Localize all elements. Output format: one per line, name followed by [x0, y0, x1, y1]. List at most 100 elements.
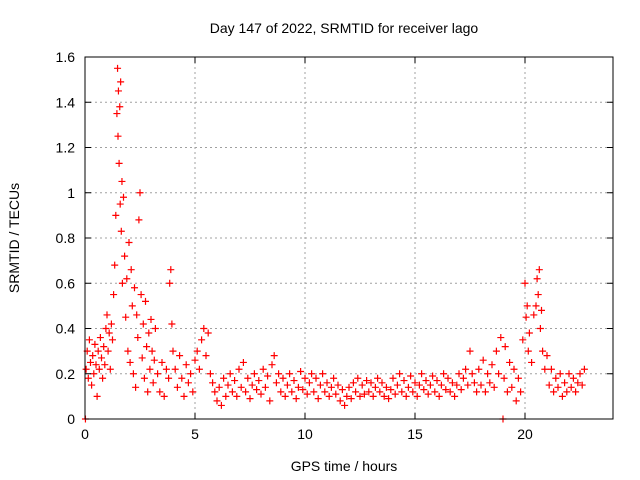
data-point [158, 358, 166, 366]
data-point [106, 365, 114, 373]
data-point [402, 392, 410, 400]
data-point [169, 347, 177, 355]
data-point [453, 381, 461, 389]
data-point [113, 110, 121, 118]
data-point [294, 383, 302, 391]
data-point [99, 374, 107, 382]
data-point [567, 383, 575, 391]
data-point [244, 374, 252, 382]
data-point [312, 374, 320, 382]
data-point [424, 390, 432, 398]
data-point [550, 388, 558, 396]
data-point [191, 356, 199, 364]
data-point [475, 365, 483, 373]
data-point [470, 379, 478, 387]
data-point [209, 379, 217, 387]
data-point [222, 392, 230, 400]
data-point [528, 358, 536, 366]
data-point [92, 361, 100, 369]
data-point [506, 358, 514, 366]
data-point [178, 374, 186, 382]
data-point [187, 370, 195, 378]
data-point [189, 388, 197, 396]
data-point [535, 266, 543, 274]
data-point [327, 383, 335, 391]
data-point [468, 370, 476, 378]
data-point [165, 374, 173, 382]
data-point [112, 211, 120, 219]
data-point [257, 390, 265, 398]
data-point [182, 361, 190, 369]
data-point [299, 386, 307, 394]
data-point [226, 370, 234, 378]
data-point [114, 64, 122, 72]
data-point [104, 347, 112, 355]
data-point [115, 159, 123, 167]
data-point [272, 379, 280, 387]
data-point [94, 347, 102, 355]
data-point [213, 397, 221, 405]
data-point [138, 354, 146, 362]
data-point [220, 374, 228, 382]
data-point [569, 374, 577, 382]
data-point [224, 381, 232, 389]
data-point [305, 379, 313, 387]
data-point [418, 370, 426, 378]
data-point [565, 370, 573, 378]
data-point [451, 392, 459, 400]
data-point [533, 275, 541, 283]
data-point [360, 390, 368, 398]
data-point [286, 370, 294, 378]
data-point [148, 347, 156, 355]
data-point [574, 379, 582, 387]
data-point [358, 381, 366, 389]
x-tick-label: 5 [191, 426, 199, 442]
data-point [235, 365, 243, 373]
data-point [116, 200, 124, 208]
data-point [128, 302, 136, 310]
data-point [200, 325, 208, 332]
x-tick-label: 10 [297, 426, 313, 442]
data-point [168, 320, 176, 328]
data-point [133, 311, 141, 319]
data-point [442, 386, 450, 394]
data-point [558, 392, 566, 400]
data-point [481, 388, 489, 396]
data-point [367, 379, 375, 387]
data-point [114, 87, 122, 95]
y-tick-label: 1.2 [56, 140, 76, 156]
data-point [198, 336, 206, 344]
data-point [462, 365, 470, 373]
data-point [422, 377, 430, 385]
data-point [415, 381, 423, 389]
data-point [85, 336, 93, 344]
x-axis-label: GPS time / hours [291, 458, 398, 474]
data-point [167, 266, 175, 274]
data-point [334, 381, 342, 389]
data-point [413, 392, 421, 400]
data-point [279, 374, 287, 382]
data-point [534, 291, 542, 299]
data-point [495, 370, 503, 378]
data-point [400, 377, 408, 385]
data-point [459, 374, 467, 382]
data-point [420, 386, 428, 394]
data-point [477, 381, 485, 389]
data-point [523, 302, 531, 310]
x-tick-label: 20 [517, 426, 533, 442]
data-point [435, 392, 443, 400]
data-point [444, 374, 452, 382]
data-point [202, 352, 210, 360]
data-point [547, 365, 555, 373]
data-point [545, 381, 553, 389]
data-point [154, 370, 162, 378]
data-point [519, 336, 527, 344]
data-point [543, 352, 551, 360]
data-point [382, 383, 390, 391]
data-point [259, 365, 267, 373]
data-point [396, 370, 404, 378]
data-point [448, 379, 456, 387]
data-point [352, 388, 360, 396]
data-point [277, 388, 285, 396]
